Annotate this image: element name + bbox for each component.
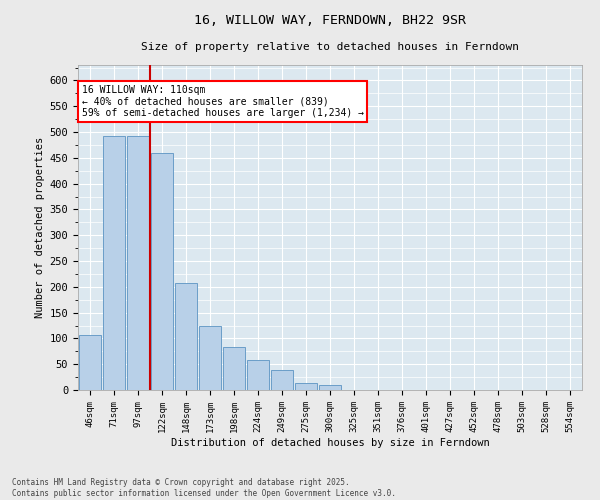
Text: 16 WILLOW WAY: 110sqm
← 40% of detached houses are smaller (839)
59% of semi-det: 16 WILLOW WAY: 110sqm ← 40% of detached … [82, 84, 364, 118]
Bar [103, 136, 125, 390]
Bar [223, 347, 245, 390]
Bar [247, 360, 269, 390]
Bar [127, 136, 149, 390]
Y-axis label: Number of detached properties: Number of detached properties [35, 137, 46, 318]
X-axis label: Distribution of detached houses by size in Ferndown: Distribution of detached houses by size … [170, 438, 490, 448]
Bar [199, 326, 221, 390]
Bar [271, 370, 293, 390]
Bar [151, 152, 173, 390]
Bar [175, 283, 197, 390]
Text: Size of property relative to detached houses in Ferndown: Size of property relative to detached ho… [141, 42, 519, 52]
Bar [79, 336, 101, 390]
Text: Contains HM Land Registry data © Crown copyright and database right 2025.
Contai: Contains HM Land Registry data © Crown c… [12, 478, 396, 498]
Text: 16, WILLOW WAY, FERNDOWN, BH22 9SR: 16, WILLOW WAY, FERNDOWN, BH22 9SR [194, 14, 466, 28]
Bar [319, 386, 341, 390]
Bar [295, 384, 317, 390]
